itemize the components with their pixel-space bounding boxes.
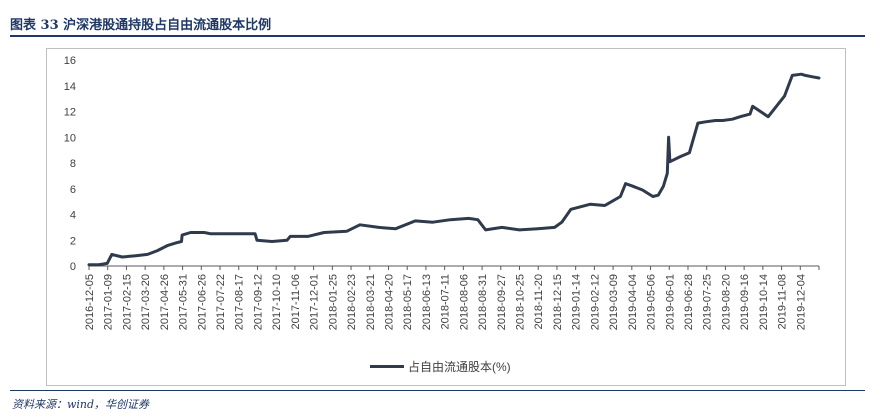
x-tick-label: 2019-02-12 — [589, 274, 601, 330]
x-tick-label: 2017-01-09 — [103, 274, 115, 330]
x-tick-label: 2017-05-31 — [178, 274, 190, 330]
x-tick-label: 2018-12-15 — [552, 274, 564, 330]
x-tick-label: 2019-12-04 — [795, 274, 807, 330]
x-tick-label: 2019-03-09 — [608, 274, 620, 330]
x-tick-label: 2018-04-20 — [383, 274, 395, 330]
y-tick-label: 12 — [64, 107, 76, 119]
x-tick-label: 2019-01-14 — [571, 274, 583, 330]
x-tick-label: 2017-11-06 — [290, 274, 302, 329]
x-tick-label: 2019-08-20 — [720, 274, 732, 330]
source-divider — [10, 390, 865, 391]
x-tick-label: 2019-06-28 — [683, 274, 695, 330]
x-tick-label: 2019-06-01 — [664, 274, 676, 330]
x-tick-label: 2016-12-05 — [84, 274, 96, 330]
x-tick-label: 2018-07-11 — [440, 274, 452, 329]
y-tick-label: 8 — [70, 158, 76, 170]
x-tick-label: 2018-10-25 — [515, 274, 527, 330]
x-tick-label: 2017-06-26 — [196, 274, 208, 330]
plot-area — [87, 72, 821, 267]
x-tick-label: 2018-11-20 — [533, 274, 545, 329]
series-line — [87, 72, 821, 267]
source-note: 资料来源：wind，华创证券 — [12, 398, 150, 411]
x-tick-label: 2019-04-04 — [627, 274, 639, 330]
y-tick-label: 14 — [64, 81, 76, 93]
y-tick-label: 6 — [70, 184, 76, 196]
y-tick-label: 2 — [70, 235, 76, 247]
legend: 占自由流通股本(%) — [370, 358, 511, 374]
x-tick-label: 2018-05-17 — [402, 274, 414, 330]
x-tick-label: 2018-09-27 — [496, 274, 508, 330]
figure-title: 图表 33 沪深港股通持股占自由流通股本比例 — [10, 15, 865, 37]
y-tick-label: 4 — [70, 210, 76, 222]
x-tick-label: 2018-08-31 — [477, 274, 489, 330]
x-tick-label: 2018-02-23 — [346, 274, 358, 330]
x-tick-label: 2018-06-13 — [421, 274, 433, 330]
x-tick-label: 2018-08-06 — [458, 274, 470, 330]
x-tick-label: 2019-07-25 — [702, 274, 714, 330]
x-tick-label: 2017-04-26 — [159, 274, 171, 330]
x-tick-label: 2017-02-15 — [121, 274, 133, 330]
x-tick-label: 2019-10-14 — [758, 274, 770, 330]
x-tick-label: 2017-10-10 — [271, 274, 283, 330]
x-tick-label: 2017-09-12 — [252, 274, 264, 330]
chart-area — [46, 48, 846, 386]
legend-line-swatch — [370, 364, 404, 368]
x-tick-label: 2017-03-20 — [140, 274, 152, 330]
x-axis: 2016-12-05 2017-01-09 2017-02-15 2017-03-20… — [84, 265, 820, 330]
x-tick-label: 2019-11-08 — [777, 274, 789, 329]
x-tick-label: 2018-01-25 — [327, 274, 339, 330]
x-tick-label: 2018-03-21 — [365, 274, 377, 330]
x-tick-label: 2017-08-17 — [234, 274, 246, 330]
x-tick-label: 2017-12-01 — [309, 274, 321, 330]
x-tick-label: 2017-07-22 — [215, 274, 227, 330]
y-tick-label: 0 — [70, 261, 76, 273]
y-tick-label: 10 — [64, 132, 76, 144]
y-axis: 0 2 4 6 8 10 12 14 16 — [64, 55, 76, 273]
x-tick-label: 2019-09-16 — [739, 274, 751, 330]
y-tick-label: 16 — [64, 55, 76, 67]
x-tick-label: 2019-05-06 — [646, 274, 658, 330]
legend-label: 占自由流通股本(%) — [408, 359, 511, 374]
